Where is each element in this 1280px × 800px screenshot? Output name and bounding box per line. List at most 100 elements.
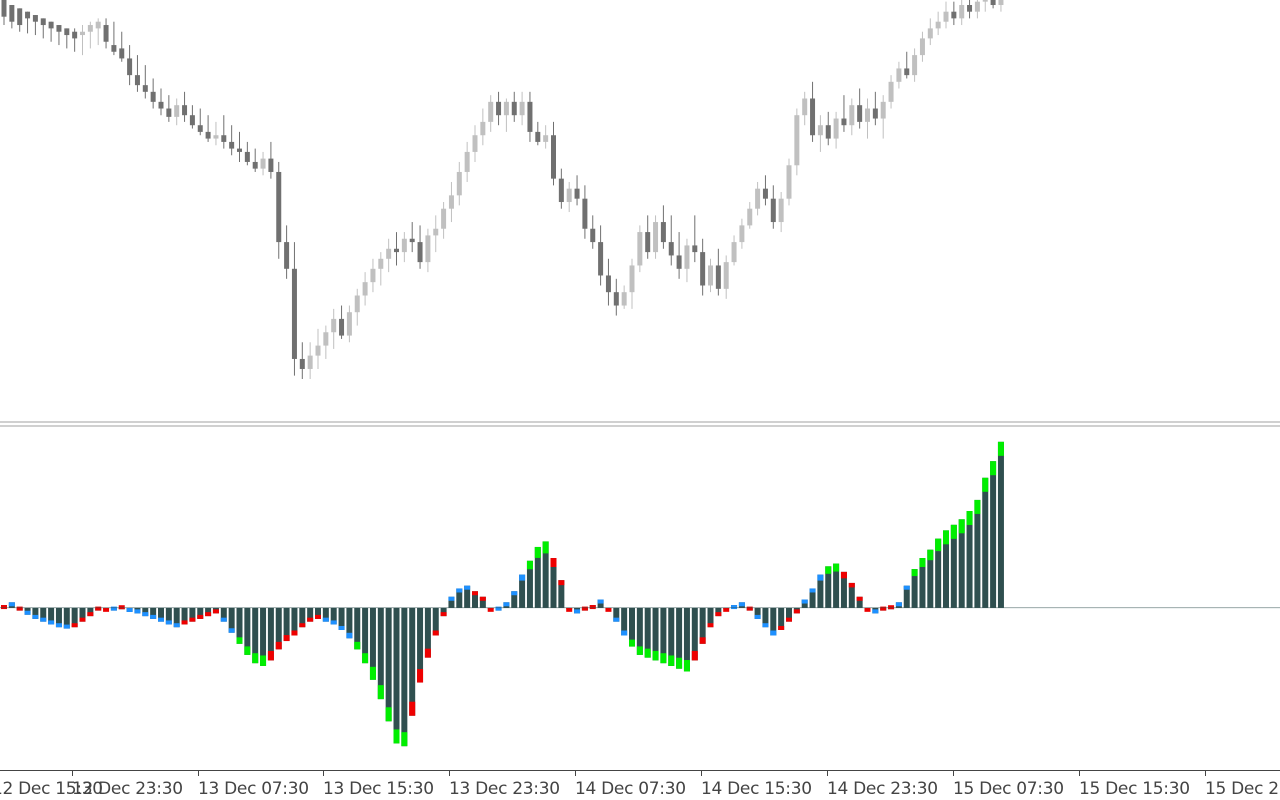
candle-body — [778, 198, 784, 223]
histogram-bar — [558, 580, 565, 608]
candlestick-chart[interactable] — [0, 0, 1280, 414]
pane-separator[interactable] — [0, 414, 1280, 427]
candle-body — [142, 85, 148, 92]
histogram-bar — [629, 607, 635, 647]
histogram-bar-cap — [346, 632, 353, 639]
candle-body — [433, 228, 439, 236]
histogram-bar — [660, 607, 667, 664]
histogram-bar — [417, 607, 424, 683]
histogram-bar-cap — [927, 549, 934, 561]
histogram-bar-cap — [683, 660, 690, 672]
candle-body — [967, 5, 973, 12]
histogram-bar — [613, 607, 620, 622]
candle-body — [605, 275, 611, 293]
histogram-bar-cap — [16, 606, 23, 611]
candle-body — [40, 18, 46, 26]
histogram-bar — [409, 607, 416, 716]
histogram-bar-cap — [173, 623, 180, 628]
candle-body — [362, 282, 368, 296]
time-tick-label: 12 Dec 15:30 — [0, 779, 103, 799]
histogram-bar-cap — [424, 648, 431, 658]
candle-body — [904, 68, 910, 76]
histogram-bar-cap — [40, 617, 47, 622]
candle-body — [653, 222, 659, 253]
histogram-bar-cap — [432, 630, 439, 636]
candle-body — [668, 242, 674, 256]
candle-body — [9, 5, 15, 22]
candle-body — [25, 11, 31, 19]
histogram-bar-cap — [676, 657, 683, 669]
histogram-bar-cap — [205, 612, 212, 617]
histogram-bar-cap — [291, 630, 298, 636]
histogram-bar-cap — [872, 609, 879, 614]
candle-body — [684, 245, 690, 269]
histogram-bar-cap — [519, 574, 526, 581]
histogram-bar-cap — [935, 538, 942, 552]
histogram-bar-cap — [943, 530, 949, 545]
histogram-bar — [401, 607, 408, 747]
histogram-bar — [982, 477, 989, 608]
candle-body — [307, 355, 313, 369]
candle-body — [943, 11, 949, 22]
histogram-bar — [291, 607, 298, 636]
candle-body — [998, 0, 1004, 6]
histogram-chart[interactable] — [0, 420, 1280, 770]
histogram-bar — [385, 607, 392, 722]
histogram-bar-cap — [558, 580, 565, 586]
time-tick-mark — [701, 770, 702, 776]
histogram-bar — [142, 607, 149, 617]
histogram-bar-cap — [260, 655, 267, 666]
candle-body — [127, 58, 133, 76]
histogram-bar — [369, 607, 376, 680]
histogram-bar-cap — [974, 499, 981, 514]
candle-body — [291, 268, 297, 359]
histogram-bar — [432, 607, 439, 636]
histogram-bar-cap — [134, 609, 141, 614]
candle-body — [700, 252, 706, 286]
histogram-bar-cap — [330, 620, 337, 625]
candle-body — [441, 208, 447, 229]
candle-body — [103, 25, 109, 42]
histogram-bar-cap — [401, 732, 408, 747]
histogram-bar — [393, 607, 400, 744]
histogram-bar — [840, 571, 847, 608]
histogram-bar — [299, 607, 306, 628]
histogram-bar-cap — [354, 641, 361, 650]
time-tick-label: 15 Dec 15:30 — [1079, 779, 1190, 799]
candle-body — [558, 178, 564, 203]
histogram-bar-cap — [746, 606, 753, 611]
histogram-bar-cap — [495, 606, 502, 611]
histogram-bar — [966, 511, 973, 608]
time-tick-mark — [323, 770, 324, 776]
candle-body — [660, 222, 666, 243]
candle-body — [543, 135, 549, 142]
time-tick-label: 13 Dec 07:30 — [198, 779, 309, 799]
histogram-bar — [456, 588, 463, 608]
histogram-bar — [346, 607, 353, 639]
histogram-bar — [644, 607, 651, 658]
candle-body — [496, 101, 502, 116]
histogram-bar-cap — [181, 620, 188, 625]
candle-body — [448, 195, 454, 209]
histogram-bar-cap — [895, 602, 902, 607]
histogram-bar-cap — [605, 607, 612, 612]
histogram-bar-cap — [966, 511, 973, 525]
candle-body — [87, 25, 93, 32]
histogram-bar-cap — [793, 609, 800, 614]
candle-body — [692, 245, 698, 253]
histogram-bar — [997, 441, 1004, 608]
histogram-bar-cap — [71, 623, 78, 628]
histogram-bar — [173, 607, 180, 628]
candle-body — [794, 115, 800, 166]
price-chart[interactable] — [0, 0, 1280, 414]
histogram-bar-cap — [833, 563, 840, 572]
candle-body — [637, 232, 643, 266]
histogram-bar — [205, 607, 212, 617]
histogram-bar-cap — [212, 609, 219, 614]
histogram-bar — [636, 607, 643, 655]
histogram-bar — [621, 607, 628, 636]
histogram-bar — [668, 607, 675, 666]
indicator-histogram[interactable] — [0, 420, 1280, 770]
candle-body — [613, 292, 619, 306]
candle-body — [888, 81, 894, 102]
